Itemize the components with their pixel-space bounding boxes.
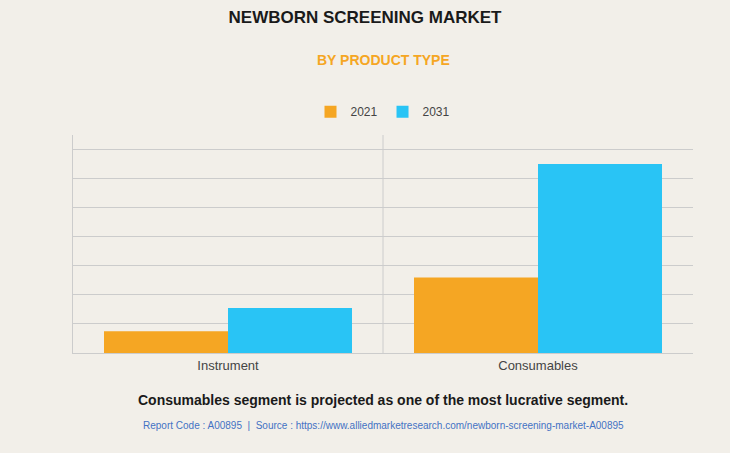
svg-text:2031: 2031 (423, 105, 450, 119)
svg-text:NEWBORN SCREENING MARKET: NEWBORN SCREENING MARKET (229, 8, 503, 27)
svg-text:Consumables segment is project: Consumables segment is projected as one … (138, 392, 628, 408)
svg-text:BY PRODUCT TYPE: BY PRODUCT TYPE (317, 52, 450, 68)
svg-text:Consumables: Consumables (498, 358, 578, 373)
svg-text:2021: 2021 (351, 105, 378, 119)
svg-text:Instrument: Instrument (197, 358, 259, 373)
svg-text:Report Code : A00895 | Sourc: Report Code : A00895 | Source : https://… (143, 420, 624, 431)
